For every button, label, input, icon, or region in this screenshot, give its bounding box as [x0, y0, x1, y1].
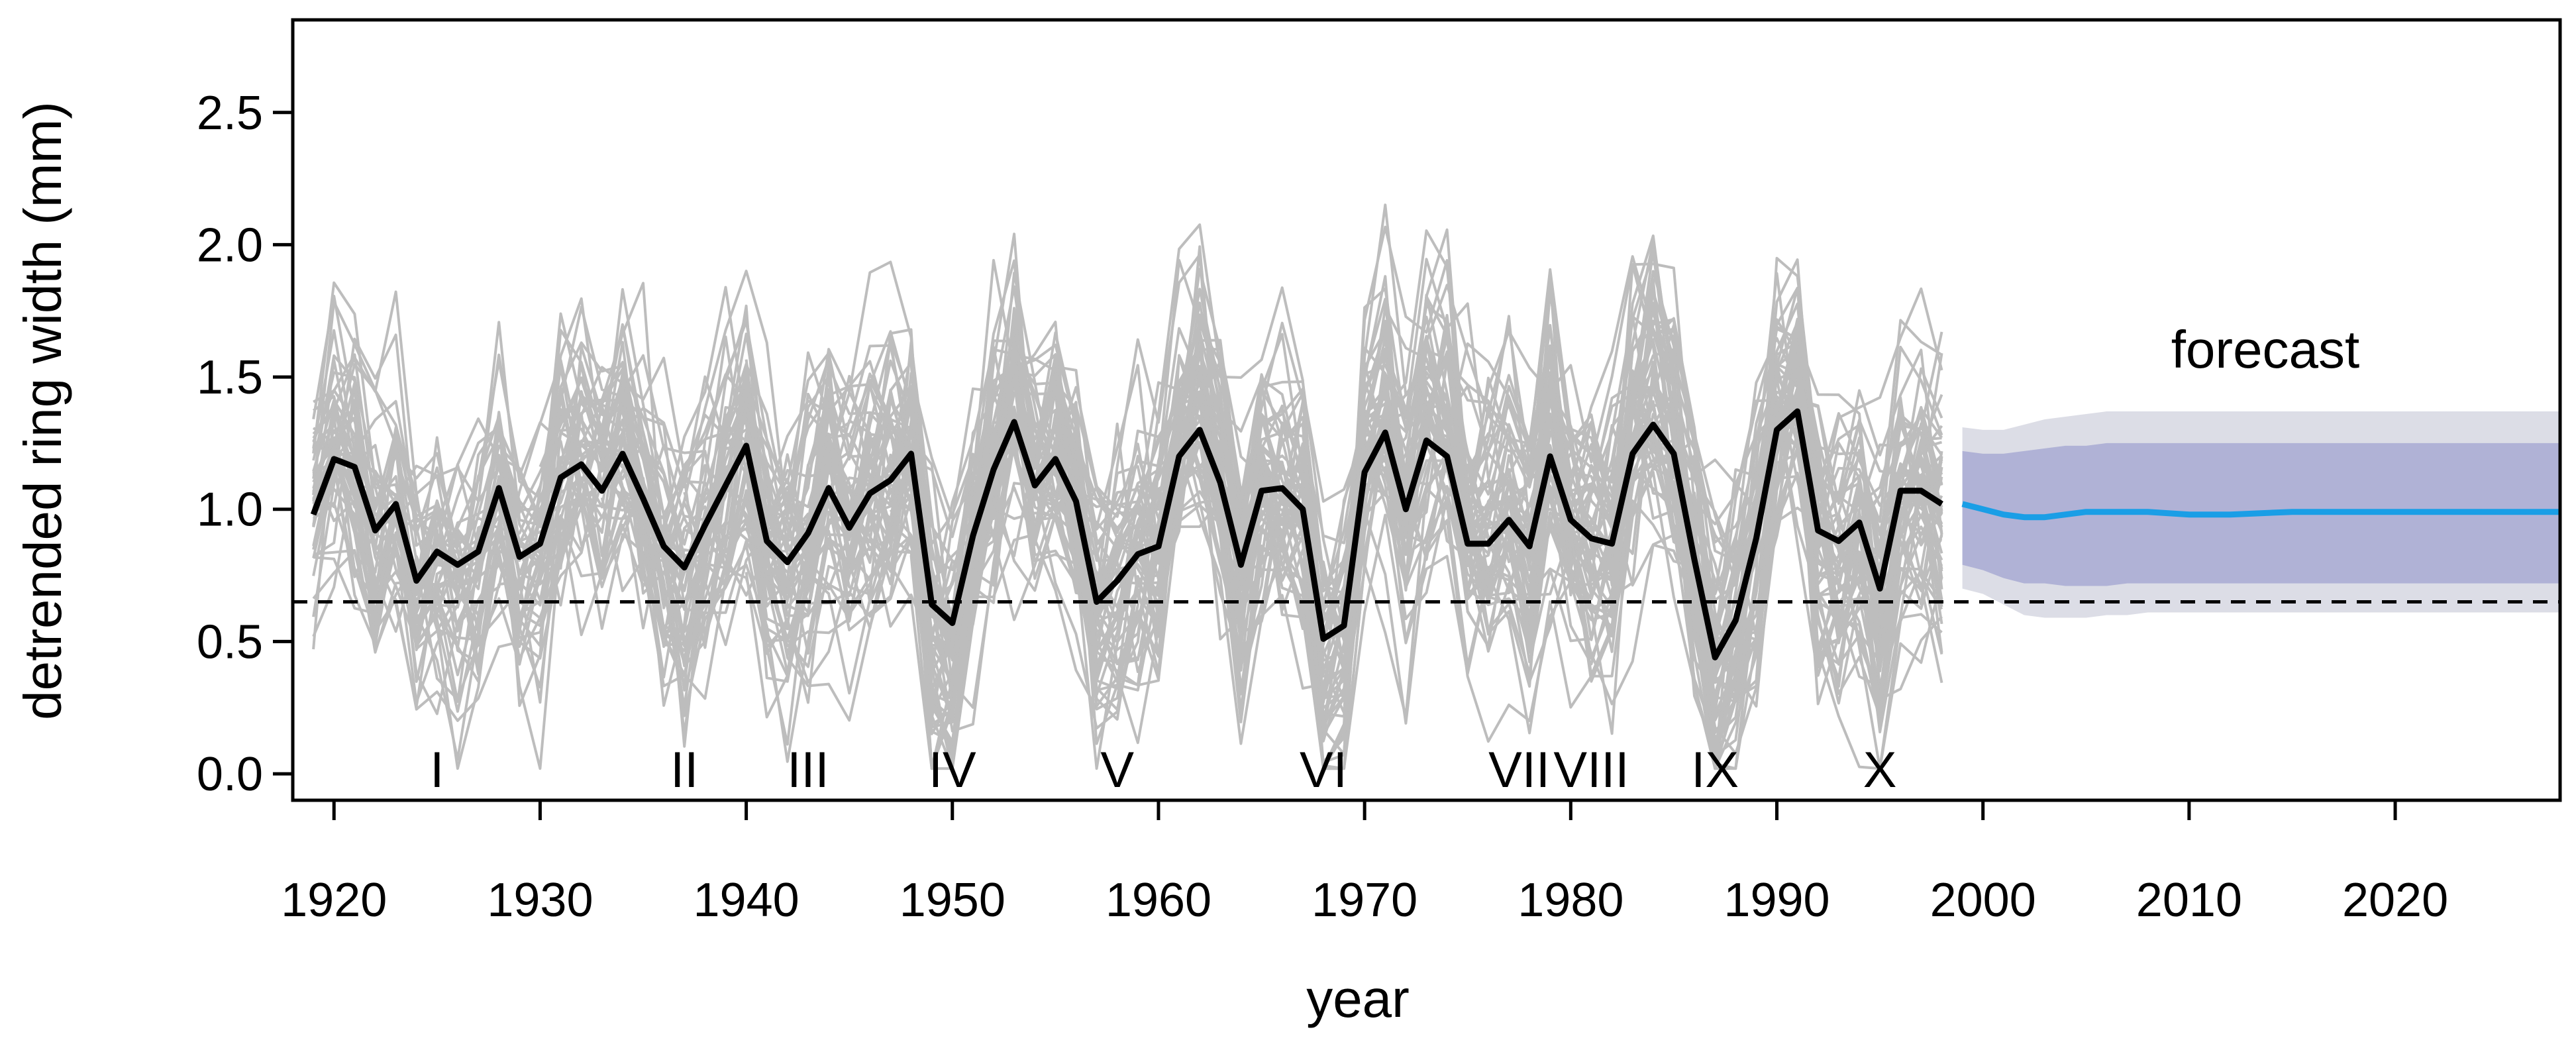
x-axis-title: year — [1306, 969, 1410, 1028]
mean-series-group — [310, 408, 1943, 660]
event-label: II — [670, 742, 698, 798]
event-label: VIII — [1553, 742, 1629, 798]
x-tick-label: 1980 — [1518, 874, 1623, 927]
forecast-group — [1961, 411, 2560, 618]
y-tick-label: 0.0 — [197, 748, 263, 801]
x-tick-label: 1930 — [487, 874, 593, 927]
x-tick-label: 1960 — [1106, 874, 1211, 927]
individual-series-line — [312, 339, 1942, 770]
x-tick-label: 2010 — [2136, 874, 2242, 927]
event-labels-group: I II III IV V VI VII VIII IX X — [430, 742, 1896, 798]
x-tick-label: 2020 — [2342, 874, 2448, 927]
axes-group: 1920 1930 1940 1950 1960 1970 1980 1990 2000 2010… — [197, 18, 2562, 927]
individual-series-line — [312, 260, 1943, 770]
individual-series-line — [312, 340, 1943, 770]
mean-series-line — [310, 408, 1943, 660]
event-label: V — [1100, 742, 1134, 798]
individual-series-line — [312, 285, 1943, 748]
y-axis-title: detrended ring width (mm) — [13, 101, 72, 720]
y-tick-label: 0.5 — [197, 615, 263, 668]
event-label: VII — [1488, 742, 1550, 798]
y-tick-label: 2.5 — [197, 87, 263, 140]
x-tick-label: 1950 — [900, 874, 1005, 927]
individual-series-line — [662, 270, 1943, 688]
event-label: III — [787, 742, 829, 798]
forecast-line — [1961, 501, 2560, 521]
event-label: X — [1863, 742, 1897, 798]
plot-frame — [291, 18, 2562, 802]
individual-series-line — [313, 233, 1943, 761]
event-label: I — [430, 742, 444, 798]
individual-series-line — [312, 321, 1943, 733]
individual-series-line — [312, 249, 1943, 662]
y-tick-label: 1.5 — [197, 351, 263, 404]
individual-series-line — [807, 275, 1943, 743]
event-label: VI — [1300, 742, 1347, 798]
forecast-label: forecast — [2171, 320, 2360, 379]
x-tick-label: 1990 — [1724, 874, 1829, 927]
x-tick-label: 1920 — [281, 874, 387, 927]
x-tick-label: 2000 — [1930, 874, 2036, 927]
event-label: IX — [1691, 742, 1739, 798]
y-tick-label: 2.0 — [197, 219, 263, 272]
x-tick-label: 1970 — [1312, 874, 1417, 927]
y-tick-label: 1.0 — [197, 484, 263, 537]
x-tick-label: 1940 — [694, 874, 799, 927]
event-label: IV — [929, 742, 976, 798]
